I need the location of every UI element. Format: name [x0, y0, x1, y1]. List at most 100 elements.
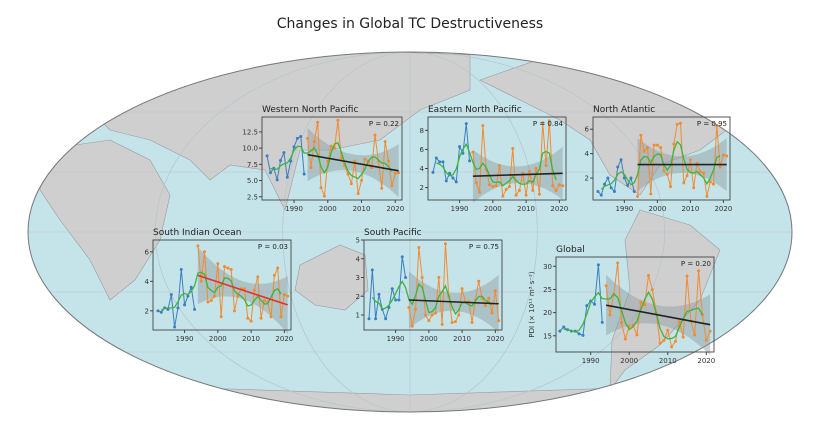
x-tick-label: 2020	[714, 205, 732, 213]
late-series-point	[673, 339, 677, 343]
late-series-point	[229, 268, 233, 272]
y-tick-label: 4	[585, 150, 590, 158]
late-series-point	[336, 118, 340, 122]
late-series-point	[504, 188, 508, 192]
y-tick-label: 6	[145, 248, 150, 256]
panel-title: Eastern North Pacific	[428, 105, 522, 115]
x-tick-label: 2020	[486, 335, 504, 343]
late-series-point	[702, 171, 706, 175]
late-series-point	[551, 184, 555, 188]
early-series-point	[629, 176, 633, 180]
trend-line	[307, 153, 399, 172]
land-eurasia	[89, 52, 471, 211]
late-series-point	[541, 121, 545, 125]
late-series-point	[616, 261, 620, 265]
late-series-point	[393, 171, 397, 175]
late-series-point	[259, 316, 263, 320]
land-south-america	[609, 209, 721, 391]
x-tick-label: 1990	[285, 205, 303, 213]
early-series-point	[451, 176, 455, 180]
late-series-point	[414, 307, 418, 311]
early-series-point	[444, 179, 448, 183]
late-series-point	[397, 171, 401, 175]
early-series-point	[390, 287, 394, 291]
late-series-point	[481, 124, 485, 128]
late-series-point	[718, 165, 722, 169]
late-series-point	[704, 338, 708, 342]
late-series-point	[477, 279, 481, 283]
early-series-point	[441, 160, 445, 164]
late-series-point	[457, 313, 461, 317]
late-series-point	[705, 194, 709, 198]
late-series-point	[693, 333, 697, 337]
late-series-point	[474, 181, 478, 185]
late-series-point	[620, 321, 624, 325]
x-tick-label: 1990	[387, 335, 405, 343]
late-series-point	[252, 288, 256, 292]
y-tick-label: 10.0	[242, 145, 258, 153]
late-series-point	[262, 298, 266, 302]
early-series-point	[609, 186, 613, 190]
y-tick-label: 4	[145, 278, 150, 286]
x-tick-label: 2020	[697, 357, 715, 365]
early-series-point	[370, 268, 374, 272]
early-series-line	[368, 256, 407, 321]
late-series-point	[643, 303, 647, 307]
y-tick-label: 2	[585, 175, 589, 183]
panel-frame	[427, 116, 567, 201]
early-series-point	[193, 307, 197, 311]
panel-south-indian-ocean: South Indian Ocean P = 0.03 2 4 6 1990 2000 201…	[145, 228, 294, 343]
x-tick-label: 2000	[484, 205, 502, 213]
late-series-point	[639, 133, 643, 137]
panel-global: Global P = 0.20 15 20 25 30 1990 2000 2010 2020 PD…	[528, 245, 715, 365]
early-series-point	[282, 151, 286, 155]
early-series-point	[189, 285, 193, 289]
late-series-point	[460, 287, 464, 291]
late-series-point	[608, 313, 612, 317]
late-series-point	[430, 313, 434, 317]
early-series-point	[289, 159, 293, 163]
panel-eastern-north-pacific: Eastern North Pacific P = 0.84 2 4 6 8 1990 200…	[420, 105, 569, 213]
early-series-point	[619, 158, 623, 162]
y-tick-label: 6	[420, 146, 425, 154]
p-value-label: P = 0.84	[533, 120, 564, 128]
early-series-point	[387, 306, 391, 309]
late-series-point	[316, 120, 320, 124]
late-series-point	[232, 309, 236, 313]
late-series-point	[453, 320, 457, 324]
y-tick-label: 2	[420, 184, 424, 192]
early-series-point	[596, 263, 600, 267]
late-series-point	[666, 328, 670, 332]
trend-line	[472, 172, 563, 177]
late-series-point	[650, 287, 654, 291]
early-series-point	[585, 304, 589, 308]
early-series-point	[581, 333, 585, 337]
early-series-point	[279, 158, 283, 162]
late-series-point	[493, 289, 497, 293]
early-series-point	[265, 154, 269, 158]
y-tick-label: 25	[543, 286, 552, 294]
late-series-point	[450, 321, 454, 324]
y-tick-label: 20	[543, 309, 552, 317]
late-series-point	[678, 121, 682, 125]
late-series-point	[470, 321, 474, 324]
late-series-point	[681, 335, 685, 339]
x-tick-label: 1990	[582, 357, 600, 365]
late-series-point	[635, 333, 639, 337]
late-series-point	[349, 182, 353, 186]
land-africa	[39, 139, 171, 301]
smoothed-line	[600, 140, 721, 190]
late-series-point	[494, 184, 498, 188]
late-series-point	[517, 188, 521, 192]
late-series-point	[440, 322, 444, 326]
p-value-label: P = 0.20	[681, 260, 711, 268]
late-series-point	[373, 133, 377, 137]
early-series-point	[179, 268, 183, 272]
late-series-point	[670, 345, 674, 349]
late-series-point	[487, 296, 491, 300]
late-series-point	[554, 188, 558, 192]
y-tick-label: 5.0	[247, 177, 258, 185]
late-series-point	[531, 188, 535, 192]
late-series-point	[356, 192, 360, 196]
